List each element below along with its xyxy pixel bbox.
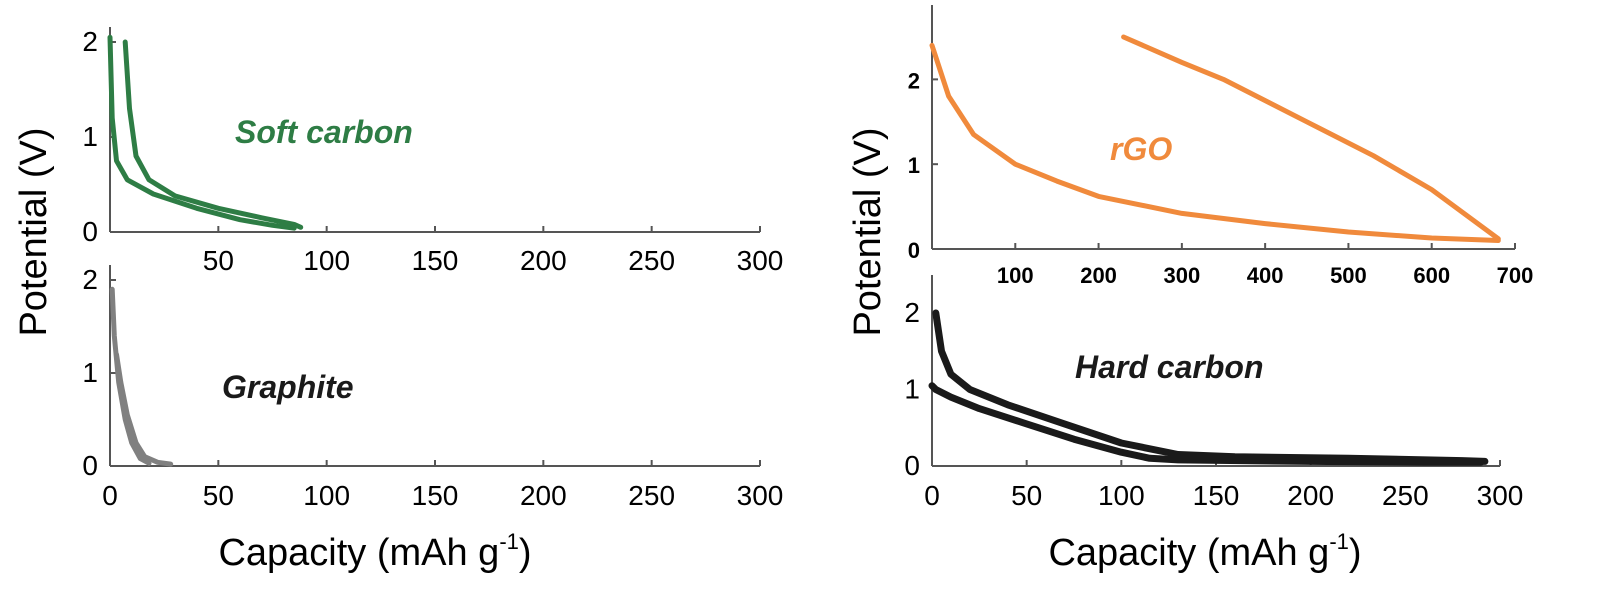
right-y-axis-title: Potential (V)	[847, 127, 889, 336]
graphite-x-tick-label: 200	[520, 480, 567, 511]
rgo-x-tick-label: 200	[1080, 263, 1117, 288]
rgo-x-tick-label: 100	[997, 263, 1034, 288]
right-x-axis-title: Capacity (mAh g-1)	[1048, 529, 1361, 574]
soft-carbon-y-tick-label: 2	[82, 26, 98, 57]
soft-carbon-panel: 50 100 150 200 250 300 0 1 2 Soft carbon	[82, 26, 783, 276]
hard-carbon-x-tick-label: 100	[1098, 480, 1145, 511]
rgo-curve-1	[929, 42, 1501, 243]
graphite-curve-1	[109, 286, 152, 466]
rgo-x-tick-label: 500	[1330, 263, 1367, 288]
rgo-y-tick-label: 1	[908, 153, 920, 178]
rgo-x-tick-label: 300	[1163, 263, 1200, 288]
rgo-x-tick-label: 700	[1497, 263, 1534, 288]
rgo-panel: 100 200 300 400 500 600 700 0 1 2 rGO	[908, 5, 1534, 288]
hard-carbon-panel: 0 50 100 150 200 250 300 0 1 2 Hard carbon	[904, 275, 1523, 511]
hard-carbon-label: Hard carbon	[1075, 349, 1263, 385]
graphite-x-tick-label: 300	[737, 480, 784, 511]
hard-carbon-y-tick-label: 0	[904, 450, 920, 481]
graphite-curve-2	[114, 351, 174, 467]
graphite-x-tick-label: 50	[203, 480, 234, 511]
graphite-x-tick-label: 0	[102, 480, 118, 511]
graphite-label: Graphite	[222, 369, 354, 405]
graphite-x-tick-label: 150	[412, 480, 459, 511]
rgo-label: rGO	[1110, 131, 1172, 167]
soft-carbon-curve-2	[122, 39, 304, 230]
soft-carbon-y-tick-label: 1	[82, 121, 98, 152]
soft-carbon-x-tick-label: 250	[628, 245, 675, 276]
hard-carbon-x-tick-label: 150	[1193, 480, 1240, 511]
soft-carbon-x-tick-label: 300	[737, 245, 784, 276]
hard-carbon-curve-2	[932, 309, 1489, 465]
soft-carbon-x-tick-label: 200	[520, 245, 567, 276]
hard-carbon-y-tick-label: 2	[904, 297, 920, 328]
graphite-y-tick-label: 1	[82, 357, 98, 388]
left-x-axis-title: Capacity (mAh g-1)	[218, 529, 531, 574]
rgo-y-tick-label: 2	[908, 68, 920, 93]
soft-carbon-x-tick-label: 100	[303, 245, 350, 276]
rgo-x-tick-label: 400	[1247, 263, 1284, 288]
rgo-x-tick-label: 600	[1413, 263, 1450, 288]
rgo-curve-2	[1121, 34, 1501, 242]
graphite-x-tick-label: 100	[303, 480, 350, 511]
hard-carbon-curve-1	[928, 382, 1485, 466]
rgo-y-tick-label: 0	[908, 238, 920, 263]
hard-carbon-x-tick-label: 250	[1382, 480, 1429, 511]
soft-carbon-x-tick-label: 50	[203, 245, 234, 276]
hard-carbon-x-tick-label: 200	[1287, 480, 1334, 511]
soft-carbon-curve-1	[107, 34, 297, 231]
left-y-axis-title: Potential (V)	[13, 127, 55, 336]
hard-carbon-x-tick-label: 300	[1477, 480, 1524, 511]
graphite-x-tick-label: 250	[628, 480, 675, 511]
graphite-panel: 0 50 100 150 200 250 300 0 1 2 Graphite	[82, 264, 783, 511]
soft-carbon-y-tick-label: 0	[82, 216, 98, 247]
graphite-y-tick-label: 2	[82, 264, 98, 295]
hard-carbon-y-tick-label: 1	[904, 373, 920, 404]
soft-carbon-label: Soft carbon	[235, 114, 413, 150]
hard-carbon-x-tick-label: 0	[924, 480, 940, 511]
graphite-y-tick-label: 0	[82, 450, 98, 481]
hard-carbon-x-tick-label: 50	[1011, 480, 1042, 511]
soft-carbon-x-tick-label: 150	[412, 245, 459, 276]
